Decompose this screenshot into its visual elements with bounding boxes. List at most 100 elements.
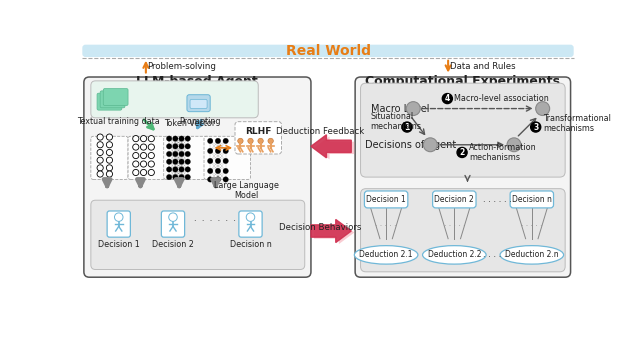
Text: Transformational
mechanisms: Transformational mechanisms: [543, 114, 611, 133]
Circle shape: [185, 144, 191, 149]
Polygon shape: [314, 136, 355, 160]
Text: Textual training data: Textual training data: [77, 117, 160, 126]
Circle shape: [185, 151, 191, 157]
Text: 3: 3: [533, 122, 538, 132]
Circle shape: [223, 148, 228, 154]
Circle shape: [223, 177, 228, 182]
Circle shape: [185, 136, 191, 141]
Text: Decision 1: Decision 1: [366, 195, 406, 204]
Polygon shape: [311, 135, 351, 158]
Text: . . . . .: . . . . .: [521, 219, 543, 228]
FancyBboxPatch shape: [83, 45, 573, 57]
Circle shape: [207, 158, 213, 164]
Circle shape: [173, 174, 178, 180]
Circle shape: [166, 136, 172, 141]
Text: . . . . . .: . . . . . .: [483, 195, 511, 204]
Text: Situational
mechanisms: Situational mechanisms: [371, 112, 422, 131]
Text: Deduction 2.2: Deduction 2.2: [428, 250, 481, 259]
Circle shape: [507, 138, 521, 152]
Circle shape: [536, 102, 550, 115]
Circle shape: [148, 136, 154, 142]
FancyBboxPatch shape: [510, 191, 554, 208]
Circle shape: [173, 136, 178, 141]
FancyBboxPatch shape: [164, 136, 210, 179]
Circle shape: [106, 134, 113, 140]
Circle shape: [97, 157, 103, 163]
Circle shape: [106, 142, 113, 148]
Text: LLM-based Agent: LLM-based Agent: [136, 75, 258, 88]
Circle shape: [97, 149, 103, 156]
Circle shape: [166, 144, 172, 149]
FancyBboxPatch shape: [204, 136, 250, 179]
Circle shape: [106, 165, 113, 171]
Text: . . . . .: . . . . .: [444, 219, 465, 228]
Ellipse shape: [355, 246, 418, 264]
FancyBboxPatch shape: [190, 99, 207, 109]
Circle shape: [97, 134, 103, 140]
Circle shape: [173, 159, 178, 164]
FancyBboxPatch shape: [360, 83, 565, 177]
Circle shape: [115, 213, 123, 221]
Text: .  .  .  .  .  .: . . . . . .: [194, 214, 236, 223]
FancyBboxPatch shape: [91, 136, 128, 179]
Circle shape: [140, 161, 147, 167]
Circle shape: [179, 174, 184, 180]
Circle shape: [215, 168, 221, 174]
Circle shape: [258, 138, 263, 144]
Circle shape: [132, 161, 139, 167]
Circle shape: [173, 144, 178, 149]
FancyBboxPatch shape: [84, 77, 311, 277]
Circle shape: [268, 138, 273, 144]
Circle shape: [207, 148, 213, 154]
Circle shape: [207, 138, 213, 144]
Circle shape: [173, 151, 178, 157]
Circle shape: [140, 152, 147, 158]
Circle shape: [215, 177, 221, 182]
Ellipse shape: [422, 246, 486, 264]
Text: Real World: Real World: [285, 44, 371, 58]
Text: 4: 4: [445, 94, 450, 103]
Circle shape: [223, 138, 228, 144]
Text: Macro Level: Macro Level: [371, 103, 429, 114]
Circle shape: [402, 122, 412, 132]
Text: Problem-solving: Problem-solving: [147, 62, 216, 71]
Text: Data and Rules: Data and Rules: [450, 62, 515, 71]
Circle shape: [97, 171, 103, 177]
Circle shape: [179, 159, 184, 164]
Circle shape: [97, 165, 103, 171]
Circle shape: [148, 144, 154, 150]
Circle shape: [442, 94, 452, 103]
Circle shape: [148, 169, 154, 175]
Text: Deduction 2.n: Deduction 2.n: [505, 250, 559, 259]
Text: . . . . .: . . . . .: [483, 250, 506, 259]
Circle shape: [207, 177, 213, 182]
Circle shape: [169, 213, 177, 221]
Circle shape: [132, 169, 139, 175]
FancyBboxPatch shape: [360, 189, 565, 272]
Ellipse shape: [500, 246, 564, 264]
FancyBboxPatch shape: [235, 122, 282, 154]
Circle shape: [140, 136, 147, 142]
Text: Token Vector: Token Vector: [164, 119, 215, 128]
FancyBboxPatch shape: [97, 93, 122, 110]
FancyBboxPatch shape: [433, 191, 476, 208]
Text: Decisions of Agent: Decisions of Agent: [365, 140, 456, 150]
Circle shape: [106, 149, 113, 156]
Text: RLHF: RLHF: [245, 127, 271, 136]
Polygon shape: [311, 220, 351, 243]
Text: Large Language
Model: Large Language Model: [214, 181, 279, 201]
Text: Decision 1: Decision 1: [98, 240, 140, 249]
Circle shape: [140, 144, 147, 150]
FancyBboxPatch shape: [107, 211, 131, 237]
Circle shape: [179, 167, 184, 172]
Circle shape: [406, 102, 420, 115]
Text: Decision n: Decision n: [230, 240, 271, 249]
Circle shape: [106, 171, 113, 177]
Circle shape: [185, 159, 191, 164]
Text: Macro-level association: Macro-level association: [454, 94, 549, 103]
Circle shape: [248, 138, 253, 144]
FancyBboxPatch shape: [103, 89, 128, 106]
Text: Decision 2: Decision 2: [435, 195, 474, 204]
FancyBboxPatch shape: [364, 191, 408, 208]
FancyBboxPatch shape: [91, 81, 259, 118]
